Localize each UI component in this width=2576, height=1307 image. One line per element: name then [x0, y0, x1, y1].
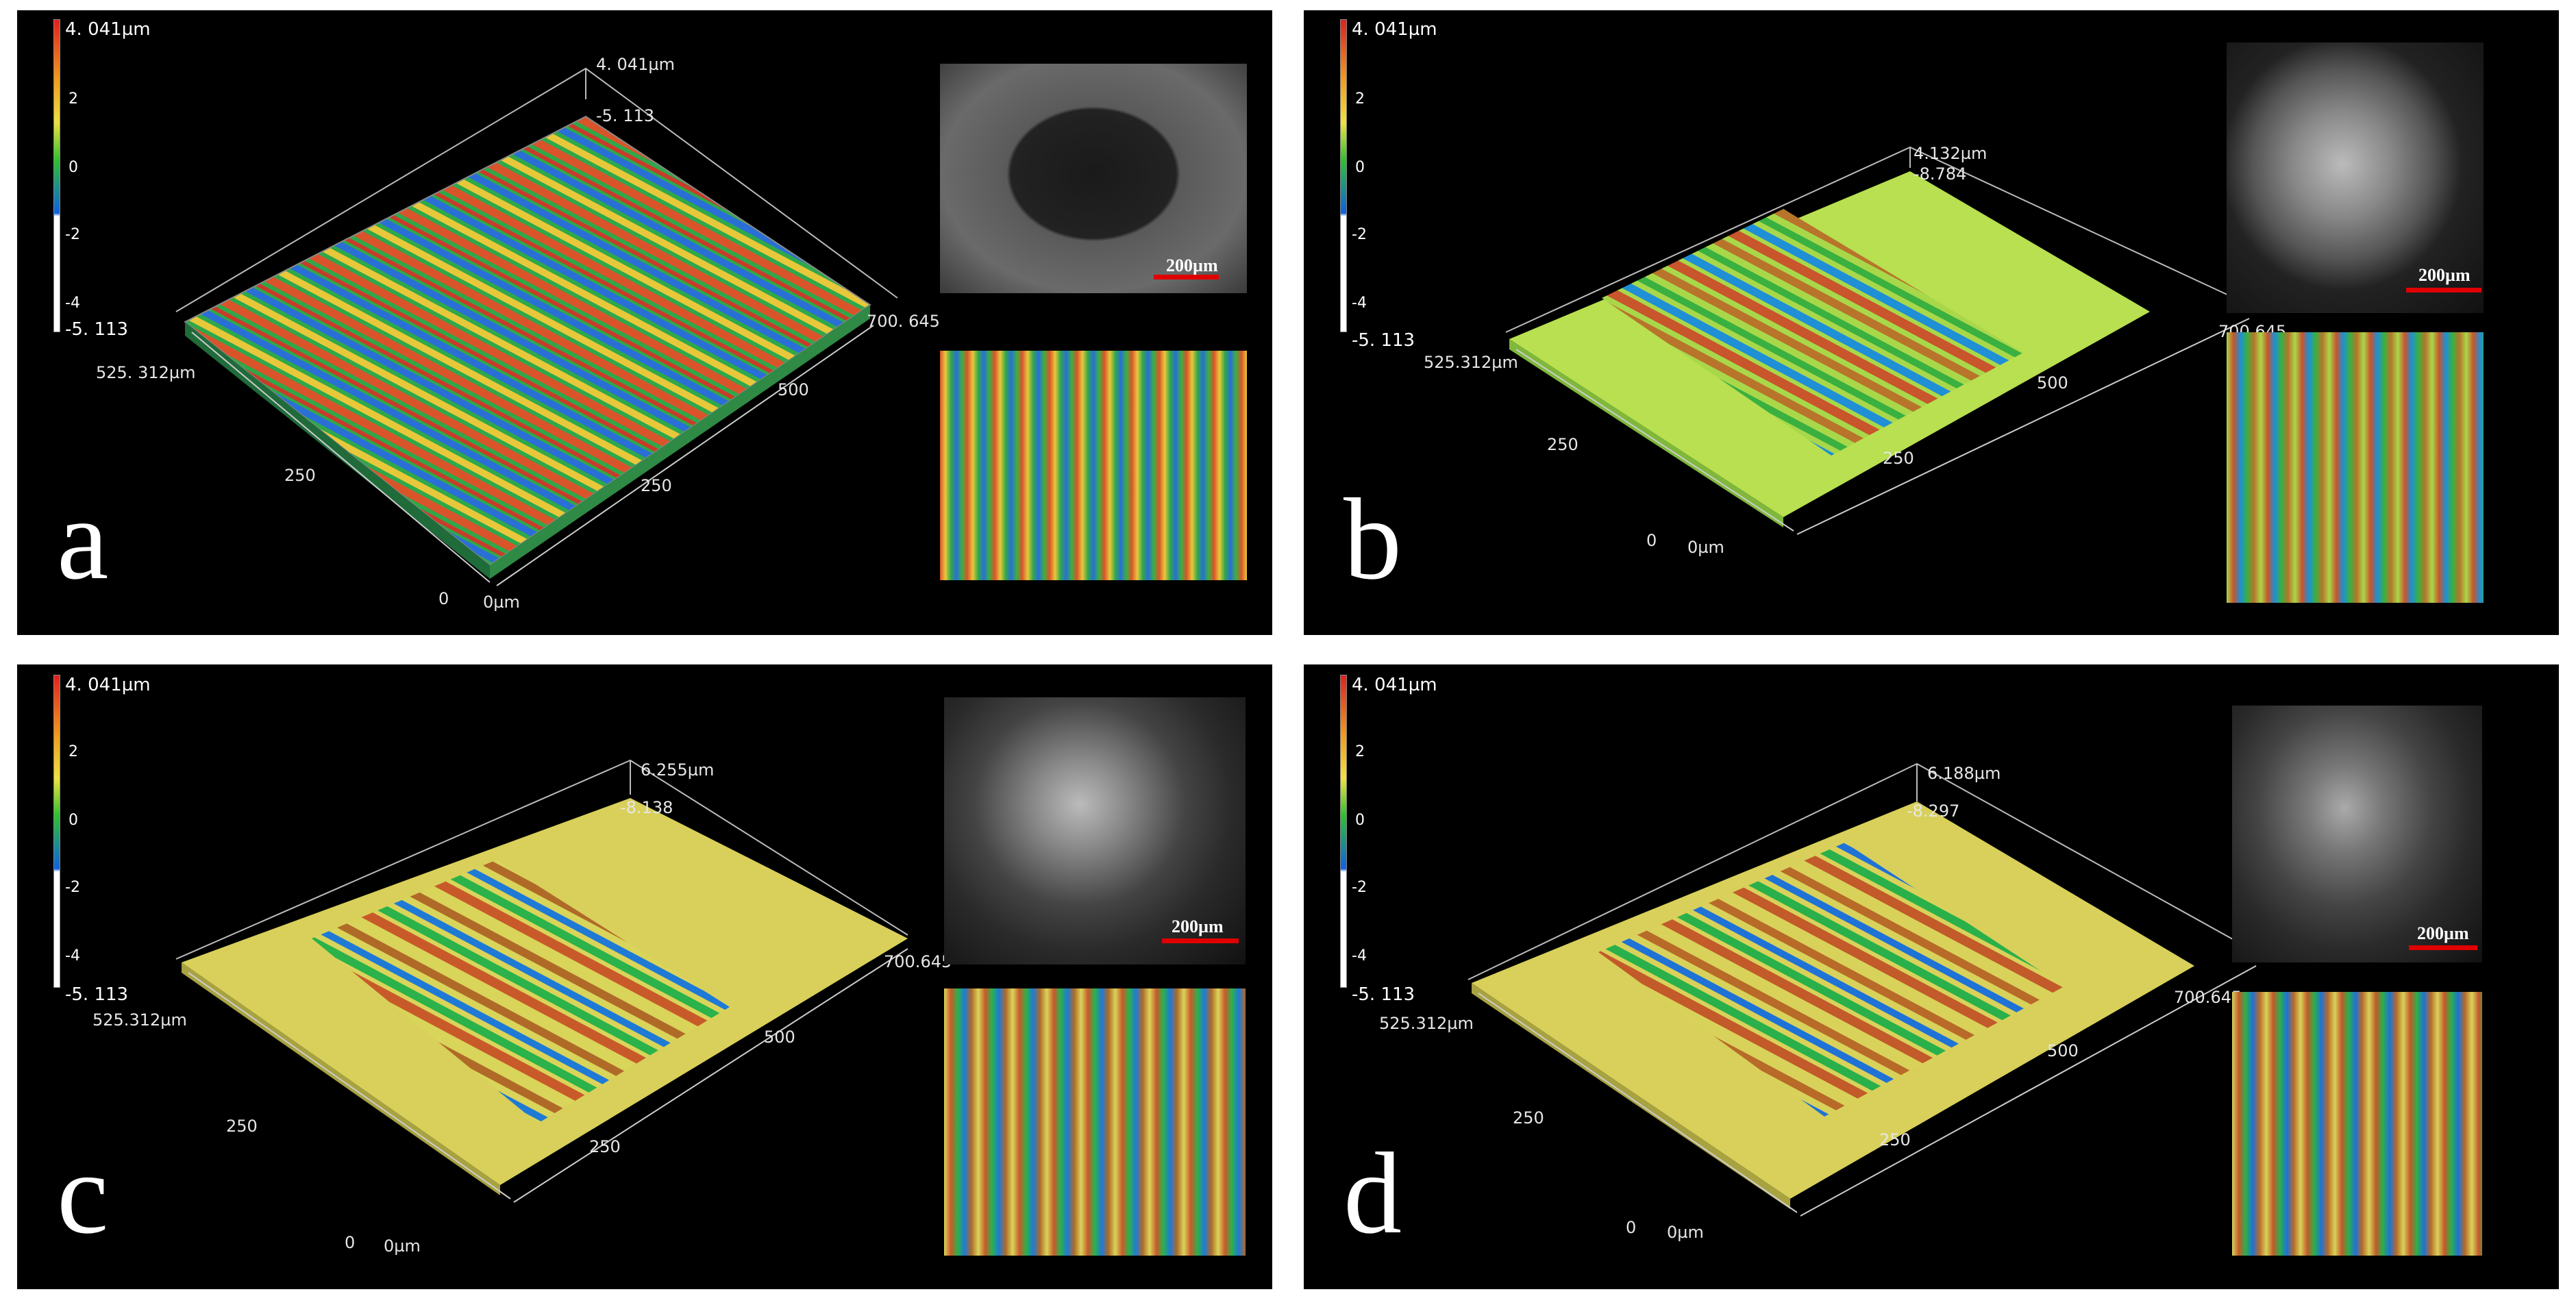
colorbar-c — [53, 675, 60, 988]
colorbar-min: -5. 113 — [1352, 330, 1415, 351]
colorbar-tick: -2 — [65, 226, 80, 243]
z-axis-min-label: -8.297 — [1907, 801, 1960, 821]
sem-micrograph-a: 200µm — [940, 64, 1247, 293]
axis-origin-label: 0µm — [1667, 1223, 1704, 1242]
axis-zero-label: 0 — [1646, 531, 1657, 550]
sem-micrograph-c: 200µm — [944, 697, 1246, 964]
colorbar-tick: 2 — [1355, 743, 1365, 760]
colorbar-tick: 2 — [69, 743, 78, 760]
height-map-c — [944, 988, 1246, 1256]
scale-bar — [2406, 288, 2481, 292]
colorbar-d — [1340, 675, 1347, 988]
colorbar-tick: 0 — [1355, 812, 1365, 829]
surface-3d-c — [175, 759, 908, 1203]
y-axis-mid-label: 250 — [284, 466, 316, 485]
colorbar-tick: 2 — [1355, 90, 1365, 108]
colorbar-tick: 0 — [1355, 159, 1365, 176]
z-axis-max-label: 6.255µm — [641, 760, 715, 780]
panel-label: d — [1343, 1129, 1402, 1258]
colorbar-max: 4. 041µm — [65, 19, 151, 40]
y-axis-mid-label: 250 — [1547, 435, 1578, 454]
axis-origin-label: 0µm — [483, 593, 520, 612]
height-map-d — [2232, 992, 2482, 1256]
colorbar-a — [53, 19, 60, 332]
y-axis-mid-label: 250 — [226, 1117, 258, 1136]
colorbar-tick: 0 — [69, 159, 78, 176]
surface-3d-b — [1505, 146, 2250, 535]
x-axis-near-label: 250 — [641, 476, 672, 495]
x-axis-near-label: 250 — [1883, 449, 1914, 468]
colorbar-tick: 0 — [69, 812, 78, 829]
x-axis-mid-label: 500 — [764, 1028, 795, 1047]
panel-b: 4.132µm -8.784 700.645 500 250 525.312µm… — [1304, 10, 2559, 635]
panel-label: c — [57, 1129, 109, 1258]
z-axis-min-label: -8.784 — [1914, 164, 1967, 184]
colorbar-b — [1340, 19, 1347, 332]
x-axis-end-label: 700. 645 — [867, 312, 940, 331]
y-axis-end-label: 525.312µm — [1379, 1014, 1474, 1033]
sem-micrograph-d: 200µm — [2232, 706, 2482, 962]
x-axis-mid-label: 500 — [2047, 1041, 2079, 1060]
z-axis-min-label: -5. 113 — [596, 106, 654, 125]
colorbar-max: 4. 041µm — [1352, 675, 1437, 695]
axis-origin-label: 0µm — [1687, 538, 1724, 557]
colorbar-max: 4. 041µm — [65, 675, 151, 695]
height-map-a — [940, 351, 1247, 580]
colorbar-max: 4. 041µm — [1352, 19, 1437, 40]
z-axis-max-label: 4. 041µm — [596, 55, 675, 74]
x-axis-near-label: 250 — [1879, 1130, 1911, 1149]
colorbar-tick: -4 — [65, 295, 80, 312]
scale-bar-label: 200µm — [2417, 923, 2469, 943]
scale-bar — [1154, 275, 1219, 279]
axis-zero-label: 0 — [345, 1233, 356, 1252]
scale-bar-label: 200µm — [1172, 917, 1224, 936]
surface-3d-a — [175, 67, 898, 586]
axis-origin-label: 0µm — [384, 1236, 421, 1256]
colorbar-tick: -2 — [1352, 226, 1367, 243]
surface-3d-d — [1467, 762, 2257, 1217]
x-axis-near-label: 250 — [589, 1137, 621, 1156]
colorbar-tick: -4 — [1352, 295, 1367, 312]
y-axis-end-label: 525.312µm — [92, 1010, 187, 1030]
z-axis-max-label: 6.188µm — [1927, 764, 2001, 783]
x-axis-mid-label: 500 — [2037, 373, 2068, 393]
z-axis-min-label: -8.138 — [620, 798, 673, 817]
colorbar-tick: -2 — [65, 879, 80, 896]
x-axis-end-label: 700.645 — [2174, 988, 2242, 1007]
colorbar-tick: -2 — [1352, 879, 1367, 896]
scale-bar-label: 200µm — [2418, 265, 2470, 285]
colorbar-min: -5. 113 — [1352, 984, 1415, 1005]
colorbar-tick: -4 — [1352, 947, 1367, 964]
axis-zero-label: 0 — [1626, 1218, 1637, 1237]
sem-micrograph-b: 200µm — [2227, 42, 2484, 313]
y-axis-end-label: 525.312µm — [1424, 353, 1518, 372]
height-map-b — [2227, 332, 2484, 603]
z-axis-max-label: 4.132µm — [1914, 144, 1987, 163]
y-axis-end-label: 525. 312µm — [96, 363, 196, 382]
panel-label: a — [57, 475, 109, 603]
panel-label: b — [1343, 475, 1402, 603]
colorbar-tick: -4 — [65, 947, 80, 964]
colorbar-min: -5. 113 — [65, 319, 129, 340]
colorbar-tick: 2 — [69, 90, 78, 108]
scale-bar — [1162, 938, 1239, 943]
x-axis-end-label: 700.645 — [884, 952, 952, 971]
colorbar-min: -5. 113 — [65, 984, 129, 1005]
x-axis-mid-label: 500 — [778, 380, 809, 399]
scale-bar — [2409, 945, 2477, 950]
axis-zero-label: 0 — [438, 589, 449, 608]
y-axis-mid-label: 250 — [1513, 1108, 1544, 1128]
scale-bar-label: 200µm — [1166, 256, 1218, 275]
